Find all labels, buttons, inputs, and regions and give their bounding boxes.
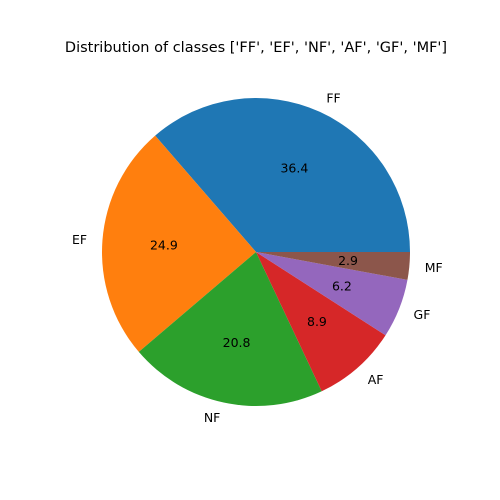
slice-label-nf: NF <box>204 410 221 425</box>
slice-label-af: AF <box>368 372 384 387</box>
pct-label-nf: 20.8 <box>223 335 251 350</box>
pie-slice-af <box>256 252 386 392</box>
pie-slice-nf <box>138 252 322 406</box>
pct-label-ef: 24.9 <box>150 238 178 253</box>
pie-slice-ef <box>102 135 257 352</box>
pie-labels: 36.4 FF 24.9 EF 20.8 NF 8.9 AF 6.2 GF 2.9 MF <box>72 90 443 425</box>
pct-label-mf: 2.9 <box>338 253 358 268</box>
pct-label-af: 8.9 <box>307 314 327 329</box>
pie-slice-mf <box>256 252 410 280</box>
pie-slices <box>102 98 410 406</box>
chart-title: Distribution of classes ['FF', 'EF', 'NF… <box>65 40 447 56</box>
slice-label-gf: GF <box>414 307 431 322</box>
pie-slice-ff <box>155 98 410 252</box>
slice-label-ef: EF <box>72 232 87 247</box>
pct-label-gf: 6.2 <box>332 278 352 293</box>
pie-slice-gf <box>256 252 408 336</box>
slice-label-ff: FF <box>326 90 340 105</box>
slice-label-mf: MF <box>425 260 443 275</box>
pct-label-ff: 36.4 <box>280 160 308 175</box>
